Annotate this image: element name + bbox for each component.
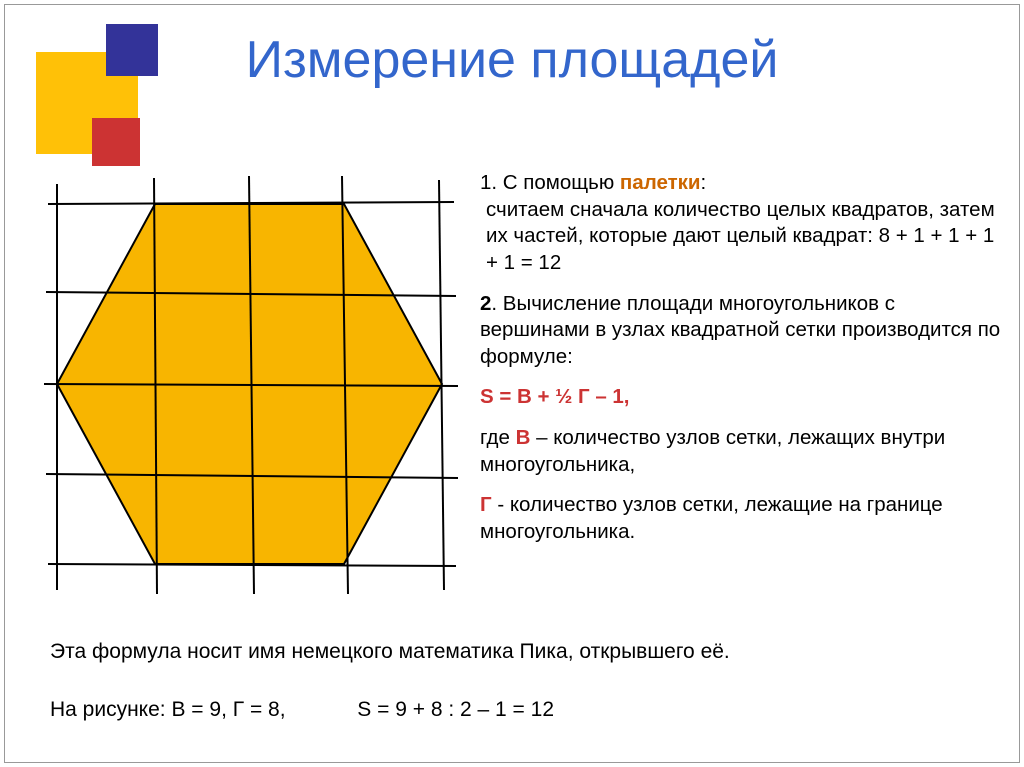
deco-red-square [92,118,140,166]
where-g: Г - количество узлов сетки, лежащие на г… [480,492,1010,545]
content-block: 1. С помощью палетки: считаем сначала ко… [480,170,1010,560]
where-b: где В – количество узлов сетки, лежащих … [480,425,1010,478]
item-1-intro: 1. С помощью палетки: считаем сначала ко… [480,170,1010,277]
item-2: 2. Вычисление площади многоугольников с … [480,291,1010,371]
paletka-word: палетки [620,171,701,194]
item-1-body: считаем сначала количество целых квадрат… [480,197,1010,277]
bottom-line-1: Эта формула носит имя немецкого математи… [50,640,730,664]
formula: S = В + ½ Г – 1, [480,384,1010,411]
hexagon-diagram [42,164,462,609]
bottom-line-2: На рисунке: В = 9, Г = 8, S = 9 + 8 : 2 … [50,698,554,722]
page-title: Измерение площадей [0,30,1024,90]
